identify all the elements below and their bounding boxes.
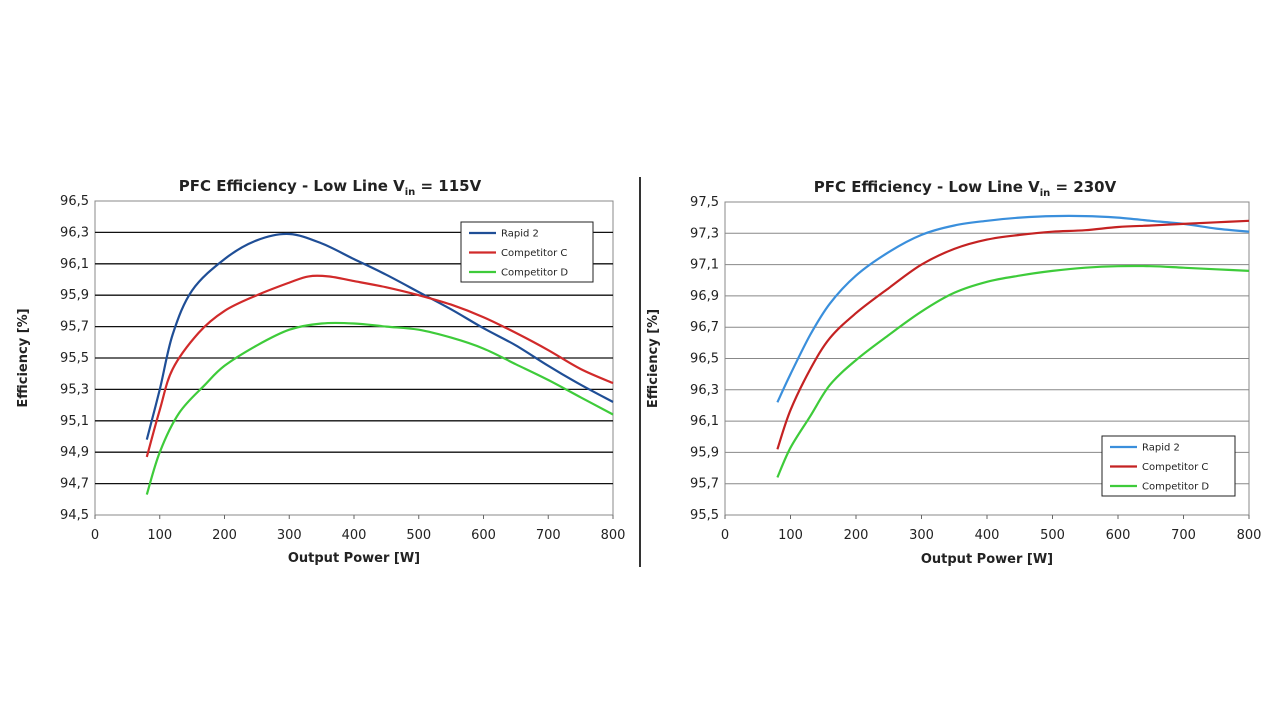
chart-title: PFC Efficiency - Low Line Vin = 115V: [179, 177, 482, 198]
legend-label: Competitor C: [1142, 462, 1208, 473]
y-tick-label: 95,5: [60, 351, 89, 366]
x-tick-label: 600: [471, 528, 496, 543]
y-tick-label: 95,3: [60, 382, 89, 397]
y-tick-label: 94,5: [60, 508, 89, 523]
series-line-competitor-d: [145, 321, 614, 495]
series-line-rapid-2: [776, 214, 1250, 403]
y-tick-label: 96,3: [60, 225, 89, 240]
y-tick-label: 97,5: [690, 195, 719, 210]
x-tick-label: 800: [601, 528, 626, 543]
x-axis-label: Output Power [W]: [921, 552, 1053, 567]
x-tick-label: 100: [778, 528, 803, 543]
series-line-competitor-c: [145, 274, 614, 458]
y-tick-label: 94,7: [60, 477, 89, 492]
chart-title: PFC Efficiency - Low Line Vin = 230V: [814, 178, 1117, 199]
x-tick-label: 500: [1040, 528, 1065, 543]
y-axis-label: Efficiency [%]: [646, 309, 661, 408]
x-tick-label: 100: [147, 528, 172, 543]
y-tick-label: 95,5: [690, 508, 719, 523]
y-tick-label: 96,5: [690, 352, 719, 367]
x-axis-label: Output Power [W]: [288, 551, 420, 566]
y-tick-label: 97,1: [690, 258, 719, 273]
x-tick-label: 600: [1106, 528, 1131, 543]
x-tick-label: 800: [1237, 528, 1262, 543]
series-line-competitor-c: [776, 219, 1250, 450]
series-line-competitor-d: [776, 264, 1250, 478]
x-tick-label: 400: [975, 528, 1000, 543]
x-tick-label: 700: [1171, 528, 1196, 543]
legend-label: Rapid 2: [1142, 443, 1180, 454]
y-tick-label: 97,3: [690, 226, 719, 241]
x-tick-label: 500: [406, 528, 431, 543]
legend-label: Competitor D: [1142, 482, 1209, 493]
y-axis-label: Efficiency [%]: [16, 308, 31, 407]
y-tick-label: 96,9: [690, 289, 719, 304]
x-tick-label: 400: [342, 528, 367, 543]
y-tick-label: 96,1: [690, 414, 719, 429]
y-tick-label: 96,7: [690, 320, 719, 335]
y-tick-label: 95,9: [690, 445, 719, 460]
series-line-rapid-2: [145, 232, 614, 440]
x-tick-label: 0: [91, 528, 99, 543]
legend-label: Competitor C: [501, 248, 567, 259]
chart-115v: PFC Efficiency - Low Line Vin = 115V 94,5…: [16, 177, 625, 566]
x-tick-label: 200: [844, 528, 869, 543]
y-tick-label: 94,9: [60, 445, 89, 460]
x-tick-label: 300: [277, 528, 302, 543]
chart-230v: PFC Efficiency - Low Line Vin = 230V 95,5…: [646, 178, 1261, 567]
x-tick-label: 200: [212, 528, 237, 543]
y-tick-label: 95,1: [60, 414, 89, 429]
legend-label: Rapid 2: [501, 229, 539, 240]
y-tick-label: 96,5: [60, 194, 89, 209]
x-tick-label: 300: [909, 528, 934, 543]
y-tick-label: 95,9: [60, 288, 89, 303]
legend-label: Competitor D: [501, 268, 568, 279]
y-tick-label: 95,7: [60, 320, 89, 335]
x-tick-label: 0: [721, 528, 729, 543]
y-tick-label: 96,1: [60, 257, 89, 272]
y-tick-label: 95,7: [690, 477, 719, 492]
y-tick-label: 96,3: [690, 383, 719, 398]
x-tick-label: 700: [536, 528, 561, 543]
